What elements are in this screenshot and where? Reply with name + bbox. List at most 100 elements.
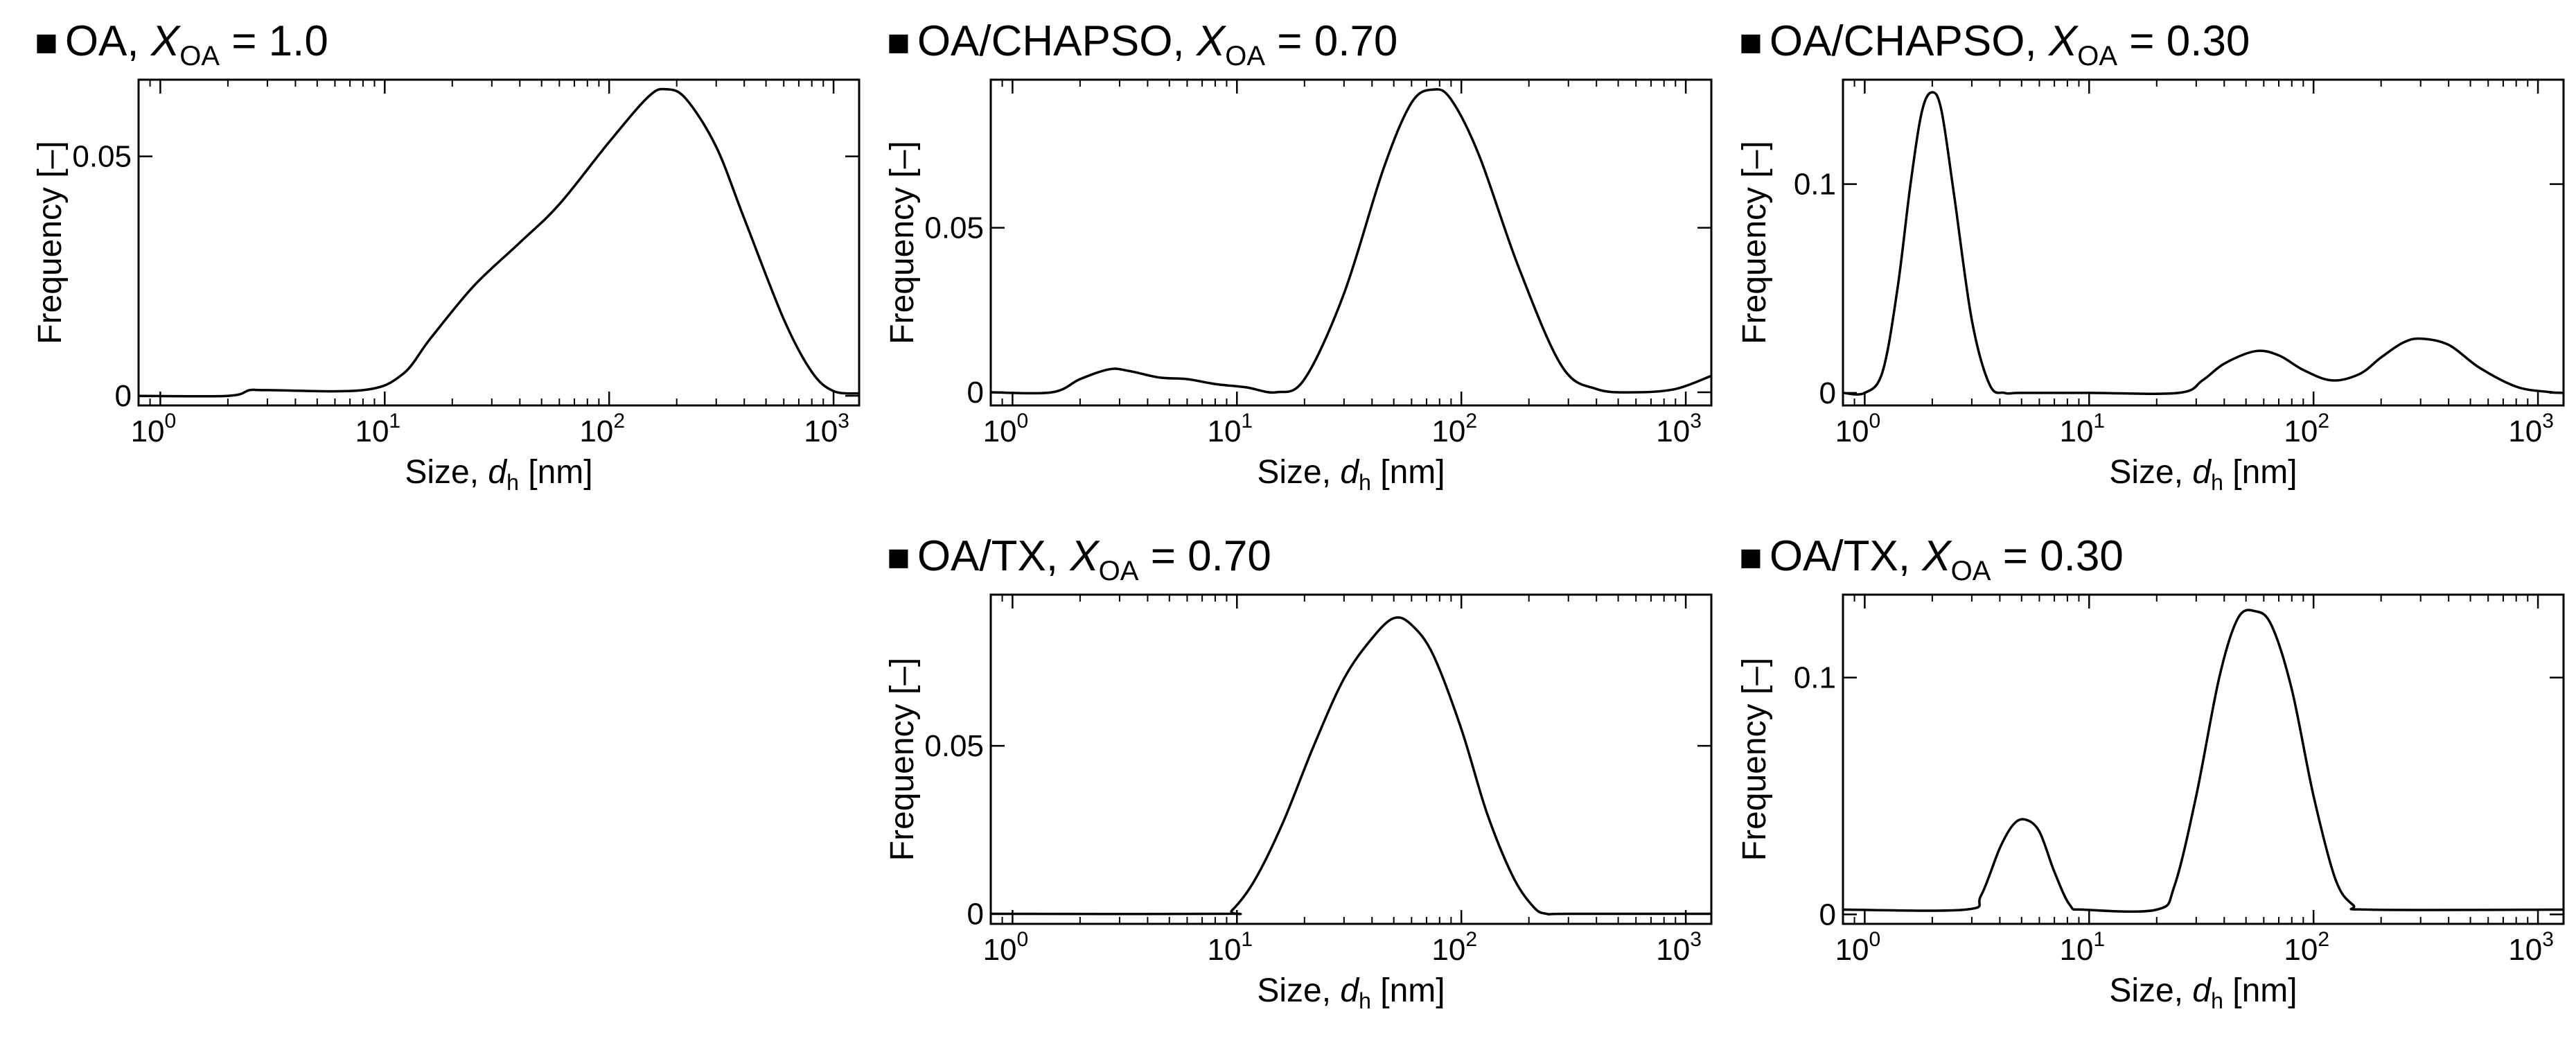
series-line	[1842, 609, 2564, 913]
x-tick-exponent: 0	[1017, 928, 1029, 951]
data-point	[1636, 392, 1637, 393]
panel-title: ■ OA/TX, XOA = 0.30	[1739, 532, 2124, 586]
x-tick-exponent: 2	[1465, 928, 1477, 951]
title-prefix: OA,	[65, 17, 151, 65]
x-tick-base: 10	[355, 414, 389, 448]
data-point	[2054, 871, 2055, 872]
x-tick-base: 10	[2508, 933, 2542, 967]
x-tick-base: 10	[1656, 414, 1690, 448]
x-tick-base: 10	[804, 414, 838, 448]
data-point	[1675, 389, 1676, 390]
xlabel-variable: d	[2192, 972, 2212, 1009]
data-point	[1518, 267, 1519, 268]
data-point	[1568, 913, 1569, 914]
title-variable: X	[1068, 532, 1100, 580]
x-tick-exponent: 1	[2093, 928, 2105, 951]
data-point	[1965, 909, 1966, 910]
square-marker-icon: ■	[887, 535, 910, 579]
xlabel-suffix: [nm]	[519, 454, 593, 491]
x-tick-label: 102	[1431, 410, 1477, 448]
square-marker-icon: ■	[1739, 535, 1763, 579]
xlabel-subscript: h	[506, 470, 519, 495]
x-tick-exponent: 1	[2093, 410, 2105, 432]
data-point	[2089, 392, 2090, 393]
xlabel-prefix: Size,	[2109, 972, 2192, 1009]
panel-title: ■ OA/CHAPSO, XOA = 0.30	[1739, 17, 2250, 71]
x-tick-base: 10	[2508, 414, 2542, 448]
y-tick-label: 0.05	[924, 211, 984, 245]
title-suffix: = 0.30	[2117, 17, 2250, 65]
data-point	[1954, 194, 1955, 195]
data-point	[859, 393, 860, 394]
title-suffix: = 0.30	[1991, 532, 2123, 580]
data-point	[2335, 879, 2336, 880]
y-tick-label: 0	[967, 376, 984, 410]
xlabel-subscript: h	[2211, 470, 2223, 495]
xlabel-variable: d	[1340, 972, 1359, 1009]
x-tick-label: 101	[2059, 928, 2105, 967]
data-point	[2178, 392, 2179, 393]
title-subscript: OA	[179, 41, 220, 71]
x-tick-base: 10	[1207, 414, 1241, 448]
y-tick-label: 0	[1819, 898, 1836, 931]
data-point	[1158, 377, 1159, 378]
x-tick-label: 102	[2284, 410, 2329, 448]
x-tick-label: 103	[2508, 410, 2554, 448]
x-tick-exponent: 1	[1241, 410, 1253, 432]
series-line	[990, 88, 1712, 395]
x-tick-base: 10	[131, 414, 165, 448]
xlabel-subscript: h	[2211, 988, 2223, 1013]
data-point	[744, 218, 745, 219]
x-axis-label: Size, dh [nm]	[405, 454, 592, 495]
plot-frame	[1842, 593, 2565, 925]
panel-title: ■ OA/TX, XOA = 0.70	[887, 532, 1271, 586]
xlabel-prefix: Size,	[405, 454, 488, 491]
xlabel-subscript: h	[1359, 988, 1371, 1013]
x-tick-label: 101	[1207, 928, 1253, 967]
x-tick-exponent: 3	[1690, 410, 1702, 432]
data-point	[2013, 824, 2014, 825]
data-point	[1411, 624, 1412, 625]
title-prefix: OA/TX,	[917, 532, 1070, 580]
data-point	[811, 371, 812, 372]
y-axis-label: Frequency [–]	[884, 658, 921, 861]
xlabel-suffix: [nm]	[1371, 454, 1445, 491]
x-tick-label: 100	[983, 928, 1029, 967]
panel-title: ■ OA/CHAPSO, XOA = 0.70	[887, 17, 1397, 71]
series-line	[990, 616, 1711, 916]
plot-frame	[989, 78, 1713, 407]
x-tick-label: 100	[131, 410, 177, 448]
data-point	[2025, 819, 2026, 820]
x-tick-base: 10	[2059, 933, 2093, 967]
series-line	[138, 87, 860, 398]
y-tick-label: 0.05	[72, 140, 132, 174]
title-variable: X	[150, 17, 182, 65]
x-tick-label: 100	[1835, 410, 1881, 448]
x-tick-label: 101	[2059, 410, 2105, 448]
x-tick-exponent: 3	[838, 410, 849, 432]
data-point	[1711, 913, 1712, 914]
xlabel-suffix: [nm]	[2223, 454, 2297, 491]
data-point	[609, 141, 610, 142]
x-tick-exponent: 0	[1869, 410, 1881, 432]
panel-title: ■ OA, XOA = 1.0	[35, 17, 328, 71]
x-axis-label: Size, dh [nm]	[2109, 972, 2297, 1013]
x-tick-exponent: 0	[165, 410, 177, 432]
data-point	[2021, 392, 2022, 393]
y-tick-label: 0.05	[924, 729, 984, 763]
title-variable: X	[1195, 17, 1227, 65]
x-tick-base: 10	[1207, 933, 1241, 967]
data-point	[2237, 618, 2238, 619]
data-point	[1882, 371, 1883, 372]
x-tick-exponent: 2	[2318, 410, 2329, 432]
x-tick-label: 103	[2508, 928, 2554, 967]
title-subscript: OA	[2077, 41, 2117, 71]
title-suffix: = 1.0	[220, 17, 328, 65]
x-tick-base: 10	[983, 414, 1017, 448]
data-point	[833, 391, 834, 392]
data-point	[1941, 111, 1942, 112]
data-point	[1079, 379, 1080, 380]
